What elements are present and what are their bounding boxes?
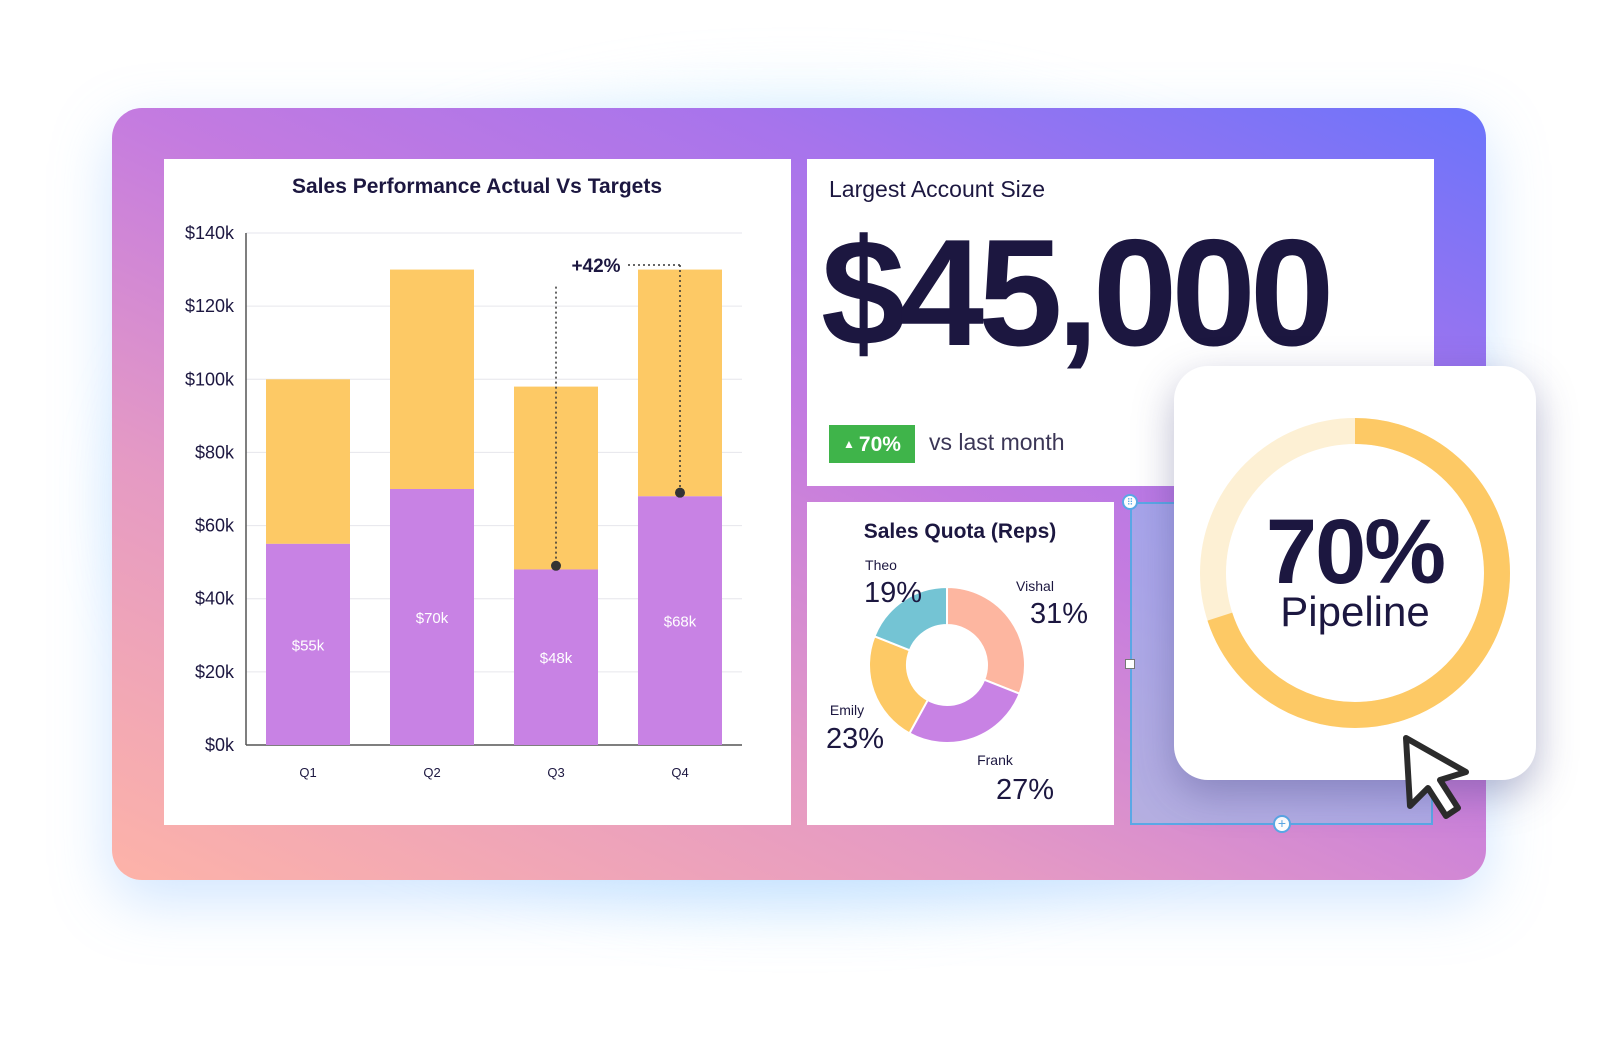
y-tick-label: $140k	[185, 223, 235, 243]
pie-value-label: 31%	[1030, 598, 1088, 630]
pie-name-label: Frank	[977, 752, 1014, 768]
y-tick-label: $80k	[195, 442, 235, 462]
pie-name-label: Vishal	[1016, 578, 1054, 594]
y-tick-label: $40k	[195, 589, 235, 609]
chart-title: Sales Performance Actual Vs Targets	[292, 175, 662, 198]
y-tick-label: $60k	[195, 516, 235, 536]
y-tick-label: $100k	[185, 369, 235, 389]
pie-slice-vishal[interactable]	[946, 585, 1026, 696]
account-title: Largest Account Size	[829, 176, 1046, 202]
pipeline-gauge	[1200, 418, 1510, 728]
pie-name-label: Theo	[865, 557, 897, 573]
change-suffix: vs last month	[929, 429, 1065, 455]
gauge-fill	[1200, 418, 1510, 728]
pie-value-label: 19%	[864, 577, 922, 609]
x-tick-label: Q4	[671, 765, 688, 780]
sales-quota-card[interactable]: Sales Quota (Reps) Vishal 31% Frank 27% Emil…	[807, 502, 1114, 825]
y-tick-label: $20k	[195, 662, 235, 682]
drag-handle-icon[interactable]: ⠿	[1122, 494, 1138, 510]
x-tick-label: Q2	[423, 765, 440, 780]
actual-bar[interactable]	[390, 489, 474, 745]
actual-bar[interactable]	[514, 569, 598, 745]
actual-bar[interactable]	[638, 496, 722, 745]
x-tick-label: Q3	[547, 765, 564, 780]
sales-quota-chart: Sales Quota (Reps) Vishal 31% Frank 27% Emil…	[826, 520, 1088, 806]
pie-slice-theo[interactable]	[873, 585, 948, 652]
pie-slice-emily[interactable]	[868, 634, 930, 735]
pipeline-percent: 70%	[1265, 501, 1446, 603]
annotation-point	[551, 560, 561, 571]
target-bar[interactable]	[390, 269, 474, 489]
bar-data-label: $70k	[416, 610, 449, 627]
pie-value-label: 27%	[996, 774, 1054, 806]
add-icon[interactable]: +	[1273, 815, 1291, 833]
pie-slice-frank[interactable]	[908, 678, 1021, 744]
pie-title: Sales Quota (Reps)	[864, 520, 1057, 543]
account-value: $45,000	[821, 208, 1334, 378]
actual-bar[interactable]	[266, 543, 350, 745]
sales-performance-chart: Sales Performance Actual Vs Targets $0k $…	[185, 175, 742, 780]
x-tick-label: Q1	[299, 765, 316, 780]
annotation-label: +42%	[571, 256, 620, 277]
pie-name-label: Emily	[830, 702, 864, 718]
bar-data-label: $68k	[664, 614, 697, 631]
triangle-up-icon: ▲	[843, 437, 855, 451]
bar-data-label: $55k	[292, 637, 325, 654]
target-bar[interactable]	[266, 379, 350, 544]
bar-data-label: $48k	[540, 650, 573, 667]
pipeline-label: Pipeline	[1280, 588, 1430, 635]
change-badge: ▲ 70%	[829, 425, 915, 463]
pipeline-card[interactable]: 70% Pipeline	[1174, 366, 1536, 780]
y-tick-label: $120k	[185, 296, 235, 316]
change-value: 70%	[858, 433, 901, 456]
target-bar[interactable]	[638, 269, 722, 497]
y-tick-label: $0k	[205, 735, 235, 755]
resize-handle-left[interactable]	[1125, 659, 1135, 669]
pie-value-label: 23%	[826, 723, 884, 755]
annotation-point	[675, 487, 685, 498]
mouse-cursor-icon	[1403, 735, 1469, 819]
sales-performance-card[interactable]: Sales Performance Actual Vs Targets $0k $…	[164, 159, 791, 825]
